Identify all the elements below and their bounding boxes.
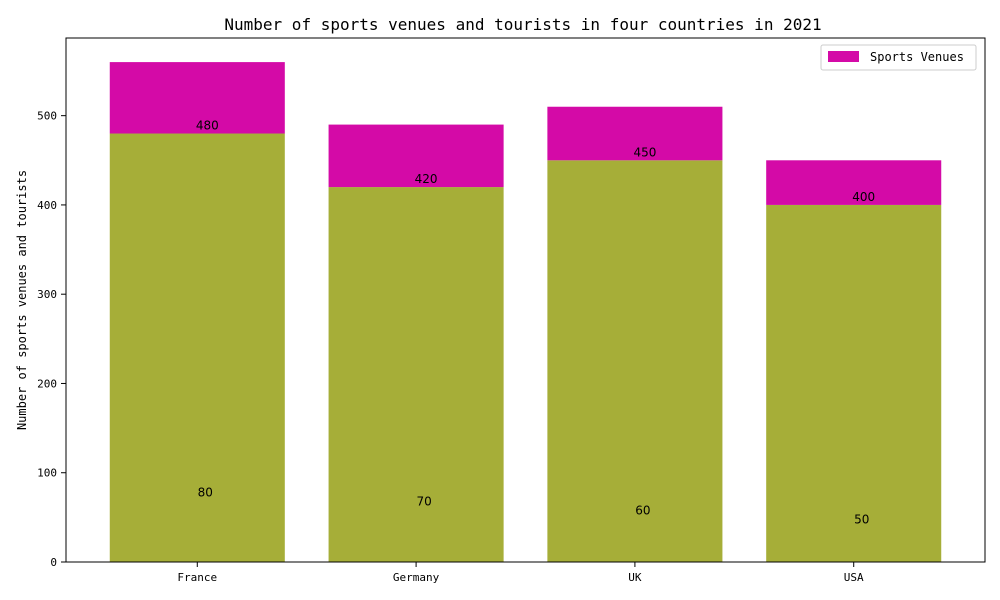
x-tick-label: France [177,571,217,584]
bar-sports-venues [766,160,942,205]
plot-frame [65,37,986,563]
data-label-tourists: 480 [196,119,219,133]
x-tick-label: Germany [393,571,440,584]
data-label-tourists: 400 [852,190,875,204]
y-tick-label: 200 [37,377,57,390]
legend-swatch-sports-venues [828,51,859,62]
y-axis-label: Number of sports venues and tourists [15,170,29,430]
bar-tourists [109,133,285,563]
data-label-sports-venues: 80 [198,486,213,500]
bar-tourists [328,187,504,562]
y-tick-label: 500 [37,110,57,123]
bar-sports-venues [328,124,504,188]
plot-area: 0 100 200 300 400 500 480 80 France 420 70 Germany 4… [37,62,942,584]
legend-label-sports-venues: Sports Venues [870,50,964,64]
y-tick-label: 400 [37,199,57,212]
legend-box [820,44,977,71]
x-tick-label: UK [628,571,642,584]
data-label-sports-venues: 70 [416,495,431,509]
data-label-tourists: 450 [633,145,656,159]
legend: Sports Venues [820,44,977,71]
bar-sports-venues [109,62,285,134]
y-tick-label: 100 [37,467,57,480]
y-tick-label: 300 [37,288,57,301]
bar-tourists [766,204,942,562]
x-tick-label: USA [844,571,864,584]
y-tick-label: 0 [50,556,57,569]
data-label-tourists: 420 [415,172,438,186]
bar-tourists [547,160,723,562]
bar-sports-venues [547,106,723,161]
data-label-sports-venues: 60 [635,503,650,517]
data-label-sports-venues: 50 [854,512,869,526]
chart-title: Number of sports venues and tourists in … [224,15,821,34]
